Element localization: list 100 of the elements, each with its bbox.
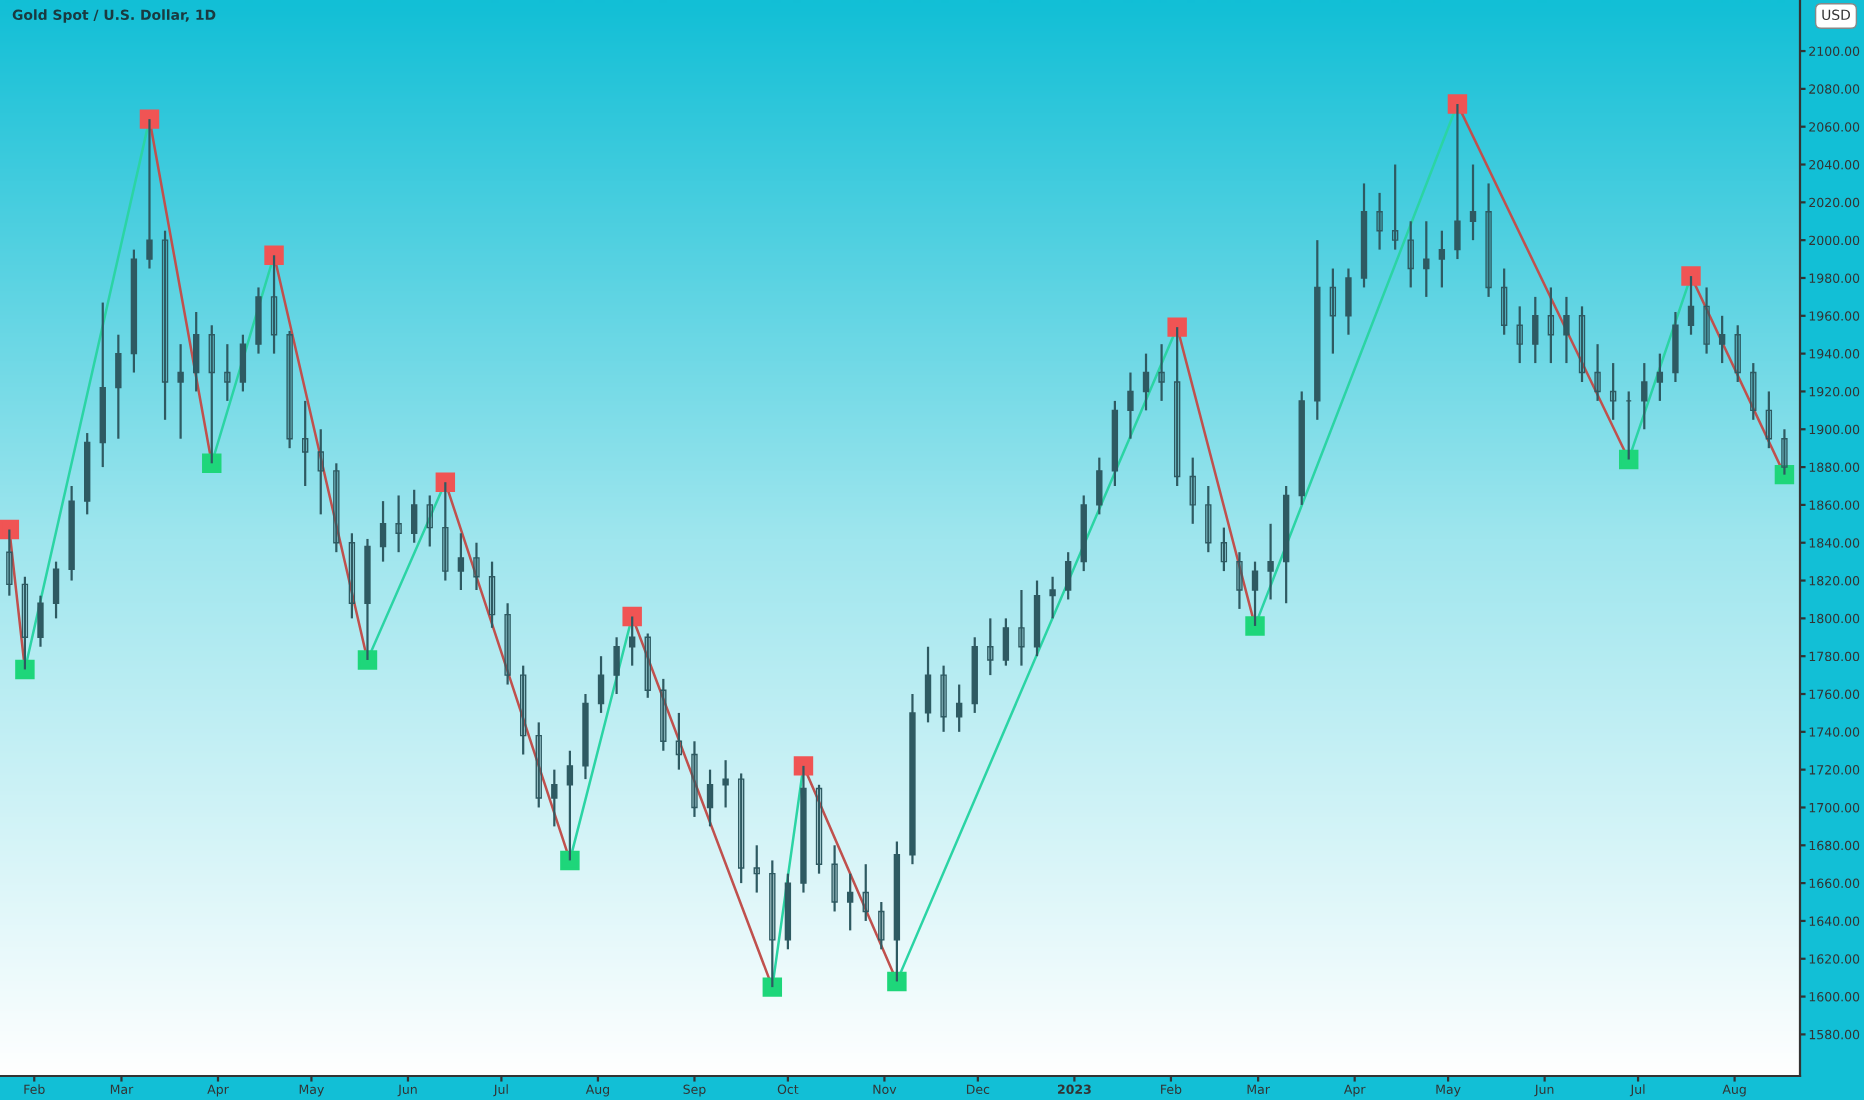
candlestick	[37, 594, 44, 648]
candlestick	[1485, 182, 1492, 298]
candlestick	[1018, 588, 1025, 667]
candlestick	[1205, 484, 1212, 554]
candlestick	[1516, 305, 1523, 365]
candlestick	[940, 664, 947, 733]
candlestick	[1687, 274, 1695, 336]
candlestick	[348, 532, 356, 620]
point	[435, 472, 456, 492]
candlestick	[1267, 522, 1274, 601]
candlestick	[302, 399, 309, 488]
candlestick	[1376, 191, 1383, 251]
candlestick	[1345, 267, 1352, 336]
candlestick	[628, 615, 636, 667]
candlestick	[1407, 220, 1414, 289]
candlestick	[1469, 163, 1477, 242]
candlestick	[193, 310, 200, 393]
candlestick	[551, 768, 558, 828]
point	[1245, 616, 1265, 636]
point	[0, 519, 20, 540]
candlestick	[1049, 575, 1056, 620]
candlestick	[1064, 551, 1072, 601]
candlestick	[519, 664, 527, 756]
candlestick	[1236, 551, 1243, 611]
candlestick	[1096, 456, 1103, 516]
candlestick	[1173, 326, 1181, 488]
candlestick	[737, 772, 745, 885]
candlestick	[177, 343, 184, 440]
candlestick	[1641, 361, 1648, 431]
candlestick	[597, 655, 605, 715]
candlestick	[1423, 220, 1430, 298]
candlestick	[831, 844, 838, 913]
candlestick	[52, 560, 60, 620]
candlestick	[1563, 295, 1570, 365]
candlestick	[270, 254, 278, 355]
candlestick	[286, 329, 293, 450]
point	[1167, 317, 1187, 337]
candlestick	[1703, 286, 1710, 355]
candlestick	[1672, 310, 1679, 384]
point	[1447, 94, 1468, 114]
point	[202, 453, 222, 474]
candlestick	[473, 541, 480, 592]
candlestick	[815, 783, 823, 875]
candlestick	[644, 632, 651, 699]
candlestick	[1189, 456, 1196, 525]
candlestick	[1500, 267, 1508, 336]
point	[15, 659, 35, 680]
candlestick	[442, 481, 449, 582]
candlestick	[426, 494, 433, 548]
candlestick	[955, 683, 963, 733]
candlestick	[987, 617, 994, 677]
candlestick	[1765, 390, 1773, 450]
point	[762, 977, 783, 997]
candlestick	[1750, 361, 1757, 421]
candlestick	[395, 494, 402, 554]
candlestick	[613, 636, 620, 696]
candlestick	[1578, 305, 1586, 384]
candlestick	[1329, 267, 1337, 355]
candlestick	[6, 528, 13, 597]
candlestick	[1438, 229, 1446, 289]
candlestick	[1220, 526, 1228, 573]
candlestick	[660, 677, 667, 752]
candlestick	[706, 768, 714, 828]
candlestick	[1391, 163, 1399, 251]
point	[887, 971, 907, 992]
candlestick	[566, 749, 574, 862]
point	[264, 245, 284, 266]
candlestick	[769, 859, 776, 989]
point	[560, 850, 580, 871]
candlestick	[878, 900, 885, 951]
candlestick	[1532, 295, 1539, 365]
candlestick	[317, 428, 324, 516]
candlestick	[208, 324, 215, 465]
candlestick	[1656, 352, 1664, 403]
candlestick	[862, 863, 869, 923]
point	[1681, 266, 1701, 286]
candlestick	[846, 872, 854, 932]
candlestick	[1734, 324, 1741, 384]
candlestick	[115, 333, 122, 440]
point	[139, 109, 160, 129]
point	[622, 606, 642, 627]
candlestick	[161, 229, 169, 421]
candlestick	[21, 575, 29, 671]
candlestick	[333, 462, 340, 554]
point	[357, 650, 378, 670]
candlestick	[504, 602, 511, 686]
candlestick	[691, 740, 698, 819]
candlestick	[146, 118, 153, 270]
candlestick	[675, 711, 683, 771]
candlestick	[488, 560, 496, 629]
candlestick	[1594, 343, 1601, 403]
candlestick	[753, 844, 760, 894]
candlestick	[1158, 343, 1165, 403]
candlestick	[411, 488, 418, 544]
candlestick	[1781, 428, 1788, 476]
candlestick	[255, 286, 262, 355]
candlestick	[1127, 371, 1134, 440]
candlestick	[1547, 286, 1555, 365]
candlestick	[924, 645, 932, 724]
candlestick	[379, 500, 387, 563]
